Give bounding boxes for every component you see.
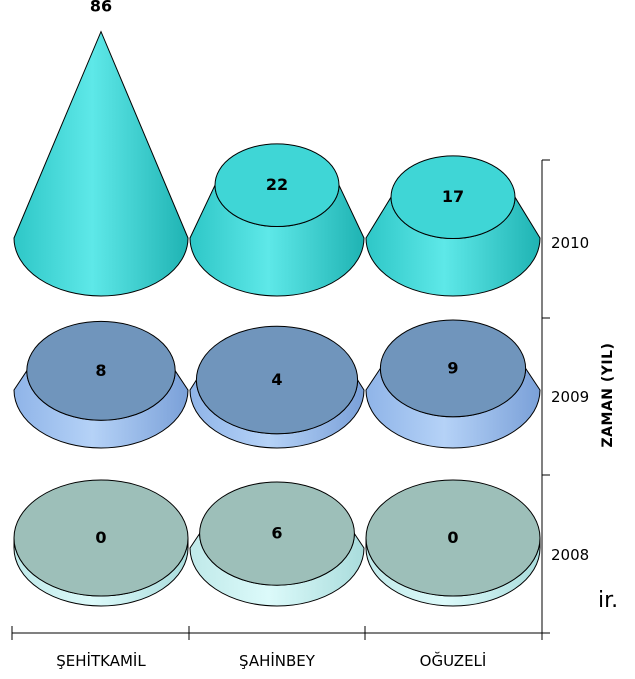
- marks: 86 22 17 8 4 9 0 6 0: [13, 0, 541, 607]
- cone-top: [13, 479, 189, 597]
- overflow-text: ir.: [598, 588, 619, 613]
- cone-mark: 22: [189, 143, 365, 297]
- data-label: 0: [95, 528, 106, 547]
- data-label: 8: [95, 361, 106, 380]
- cone-mark: 17: [365, 155, 541, 297]
- data-label: 86: [90, 0, 112, 16]
- cone-mark: 0: [13, 479, 189, 607]
- x-tick-label: OĞUZELİ: [420, 651, 487, 670]
- z-tick-labels: 2010 2009 2008: [551, 234, 589, 564]
- data-label: 4: [271, 370, 282, 389]
- cone-top: [390, 155, 516, 240]
- cone-mark: 9: [365, 319, 541, 449]
- cone-side: [13, 30, 189, 297]
- cone-top: [379, 319, 527, 418]
- x-tick-labels: ŞEHİTKAMİL ŞAHİNBEY OĞUZELİ: [56, 651, 486, 670]
- cone-mark: 0: [365, 479, 541, 607]
- data-label: 0: [447, 528, 458, 547]
- z-tick-label: 2008: [551, 546, 589, 564]
- cone-top: [195, 325, 359, 435]
- data-label: 17: [442, 187, 464, 206]
- cone-mark: 4: [189, 325, 365, 449]
- z-axis-title: ZAMAN (YIL): [600, 343, 616, 448]
- x-tick-label: ŞEHİTKAMİL: [56, 651, 146, 670]
- x-tick-label: ŞAHİNBEY: [239, 651, 316, 670]
- z-tick-label: 2010: [551, 234, 589, 252]
- cone-top: [365, 479, 541, 597]
- data-label: 6: [271, 524, 282, 543]
- z-tick-label: 2009: [551, 388, 589, 406]
- cone-mark: 8: [13, 320, 189, 449]
- cone-top: [26, 320, 176, 421]
- data-label: 9: [447, 358, 458, 377]
- cone-top: [199, 481, 355, 586]
- cone-mark: 86: [13, 0, 189, 297]
- axes: [11, 159, 550, 640]
- data-label: 22: [266, 175, 288, 194]
- cone-mark: 6: [189, 481, 365, 607]
- cone-top: [214, 143, 340, 228]
